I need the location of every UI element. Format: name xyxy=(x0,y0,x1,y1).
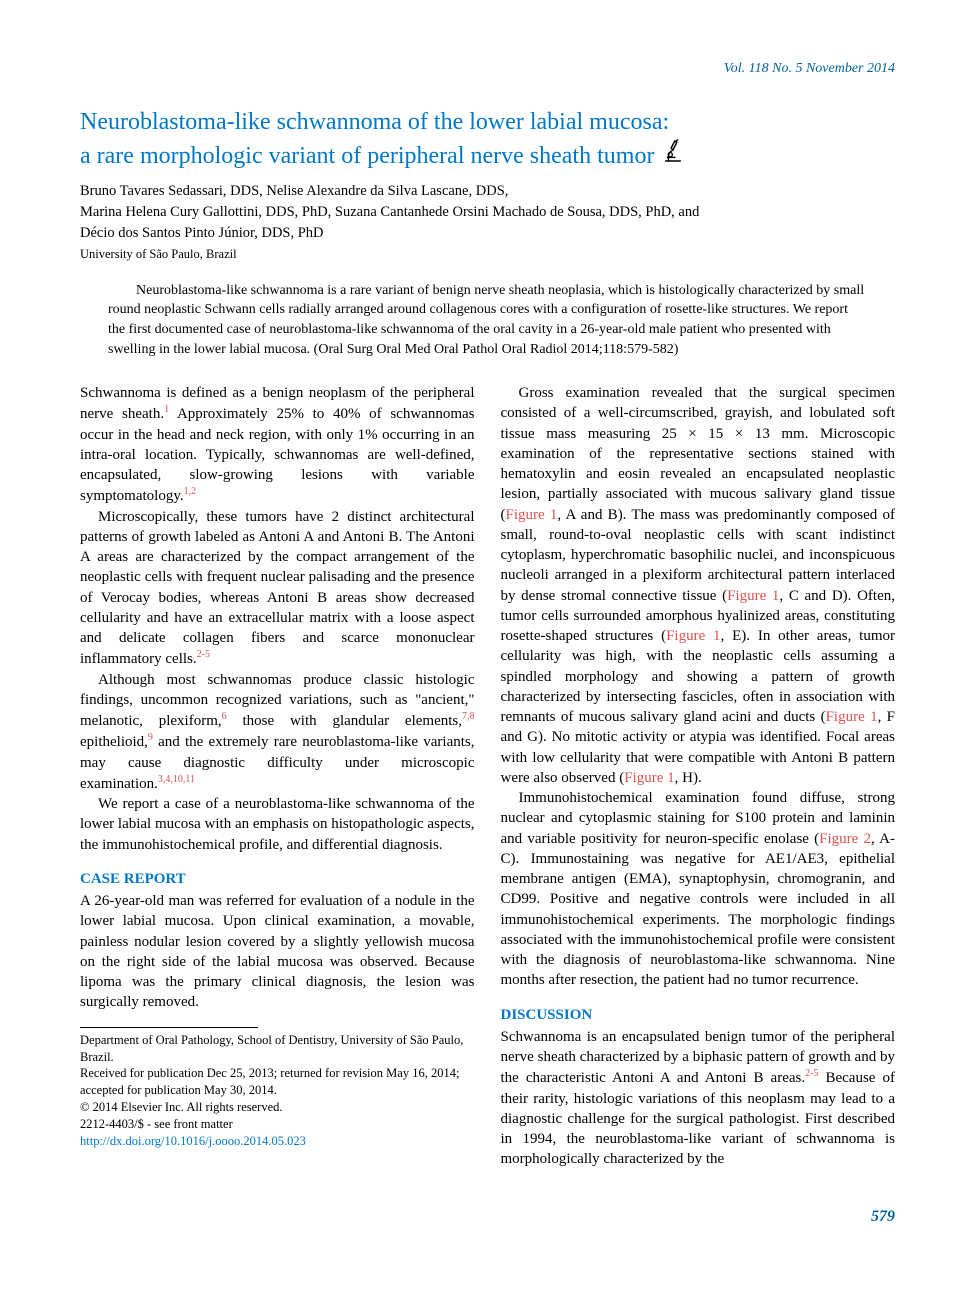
author-list: Bruno Tavares Sedassari, DDS, Nelise Ale… xyxy=(80,181,895,244)
ref-link[interactable]: 3,4,10,11 xyxy=(158,774,195,785)
title-line-2: a rare morphologic variant of peripheral… xyxy=(80,141,654,171)
abstract-text: Neuroblastoma-like schwannoma is a rare … xyxy=(108,281,867,359)
footnote-received: Received for publication Dec 25, 2013; r… xyxy=(80,1065,475,1099)
figure-link[interactable]: Figure 1 xyxy=(506,507,558,523)
page-number: 579 xyxy=(80,1206,895,1228)
figure-link[interactable]: Figure 1 xyxy=(624,770,674,786)
ref-link[interactable]: 2-5 xyxy=(197,649,210,660)
section-heading-discussion: DISCUSSION xyxy=(501,1005,896,1025)
text: Microscopically, these tumors have 2 dis… xyxy=(80,509,475,668)
text: , A-C). Immunostaining was negative for … xyxy=(501,831,896,989)
case-para-1: A 26-year-old man was referred for evalu… xyxy=(80,891,475,1013)
figure-link[interactable]: Figure 2 xyxy=(819,831,871,847)
microscope-icon xyxy=(662,137,684,171)
article-title: Neuroblastoma-like schwannoma of the low… xyxy=(80,107,895,171)
discussion-para-1: Schwannoma is an encapsulated benign tum… xyxy=(501,1027,896,1170)
article-body: Schwannoma is defined as a benign neopla… xyxy=(80,383,895,1170)
footnote-dept: Department of Oral Pathology, School of … xyxy=(80,1032,475,1066)
intro-para-2: Microscopically, these tumors have 2 dis… xyxy=(80,507,475,670)
figure-link[interactable]: Figure 1 xyxy=(826,709,878,725)
section-heading-case-report: CASE REPORT xyxy=(80,869,475,889)
figure-link[interactable]: Figure 1 xyxy=(666,628,720,644)
ref-link[interactable]: 2-5 xyxy=(805,1068,818,1079)
footnote-divider xyxy=(80,1027,258,1028)
affiliation: University of São Paulo, Brazil xyxy=(80,246,895,263)
title-line-1: Neuroblastoma-like schwannoma of the low… xyxy=(80,109,669,135)
intro-para-3: Although most schwannomas produce classi… xyxy=(80,670,475,795)
text: those with glandular elements, xyxy=(227,713,462,729)
case-para-3: Immunohistochemical examination found di… xyxy=(501,788,896,991)
intro-para-4: We report a case of a neuroblastoma-like… xyxy=(80,794,475,855)
footnote-issn: 2212-4403/$ - see front matter xyxy=(80,1116,475,1133)
case-para-2: Gross examination revealed that the surg… xyxy=(501,383,896,788)
ref-link[interactable]: 1,2 xyxy=(184,486,197,497)
text: epithelioid, xyxy=(80,734,148,750)
doi-link[interactable]: http://dx.doi.org/10.1016/j.oooo.2014.05… xyxy=(80,1134,306,1148)
abstract: Neuroblastoma-like schwannoma is a rare … xyxy=(108,281,867,359)
text: Gross examination revealed that the surg… xyxy=(501,385,896,523)
ref-link[interactable]: 7,8 xyxy=(462,711,475,722)
footnote-copyright: © 2014 Elsevier Inc. All rights reserved… xyxy=(80,1099,475,1116)
footnote-block: Department of Oral Pathology, School of … xyxy=(80,1032,475,1150)
text: , H). xyxy=(675,770,702,786)
intro-para-1: Schwannoma is defined as a benign neopla… xyxy=(80,383,475,507)
figure-link[interactable]: Figure 1 xyxy=(727,588,779,604)
journal-header: Vol. 118 No. 5 November 2014 xyxy=(80,60,895,79)
